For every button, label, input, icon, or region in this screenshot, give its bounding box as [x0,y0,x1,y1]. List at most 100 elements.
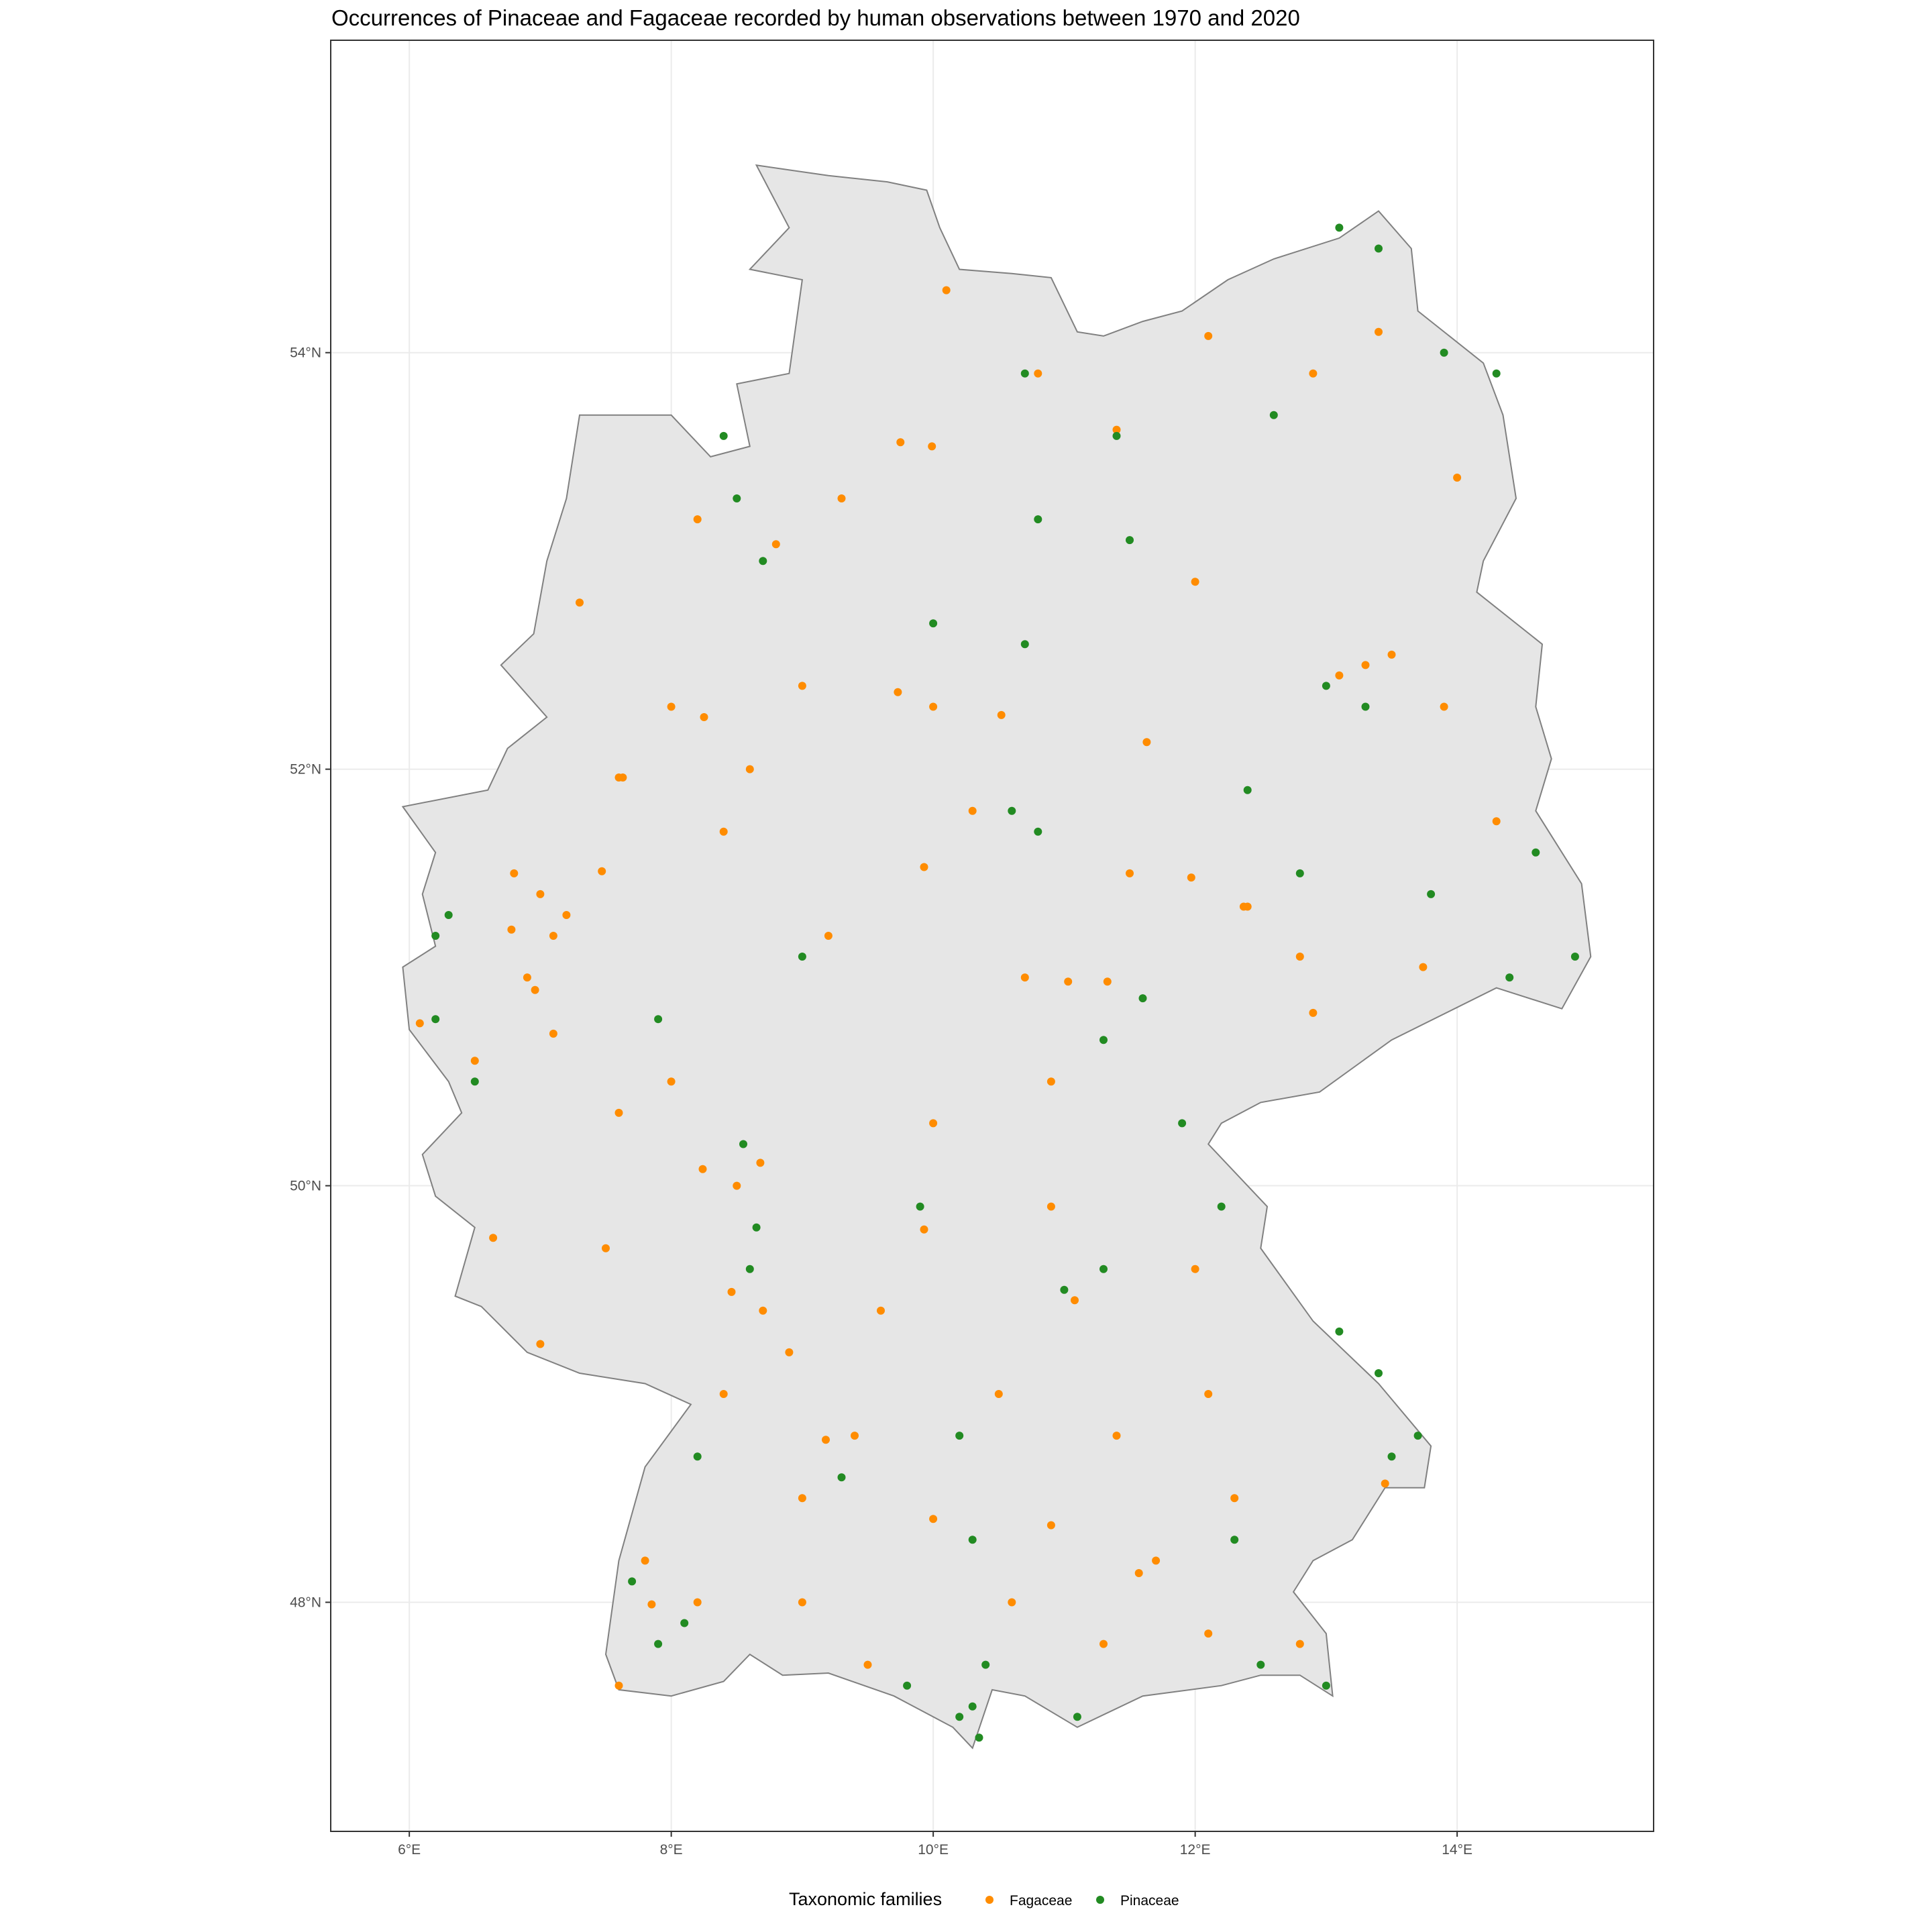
pinaceae-occurrence-point [903,1681,912,1690]
pinaceae-occurrence-point [759,557,767,566]
fagaceae-occurrence-point [700,713,708,721]
fagaceae-occurrence-point [1134,1569,1143,1577]
pinaceae-occurrence-point [1440,348,1448,357]
country-land [401,164,1592,1750]
fagaceae-occurrence-point [785,1348,794,1356]
fagaceae-occurrence-point [928,442,936,451]
fagaceae-occurrence-point [614,1681,623,1690]
pinaceae-occurrence-point [975,1733,983,1742]
fagaceae-occurrence-point [510,869,519,877]
fagaceae-occurrence-point [1361,661,1370,669]
y-tick-label: 48°N [290,1595,321,1610]
pinaceae-occurrence-point [1138,994,1147,1003]
legend-title: Taxonomic families [789,1889,942,1909]
fagaceae-occurrence-point [719,827,728,836]
pinaceae-occurrence-point [1413,1432,1422,1440]
fagaceae-occurrence-point [771,540,780,549]
pinaceae-occurrence-point [1375,1369,1383,1377]
x-tick-label: 8°E [660,1842,683,1858]
fagaceae-occurrence-point [997,710,1006,719]
fagaceae-occurrence-point [920,1225,928,1234]
fagaceae-occurrence-point [929,1515,938,1523]
fagaceae-occurrence-point [837,494,846,502]
fagaceae-occurrence-point [1046,1521,1055,1529]
fagaceae-occurrence-point [1191,578,1199,586]
pinaceae-occurrence-point [955,1432,964,1440]
fagaceae-occurrence-point [523,973,531,982]
pinaceae-occurrence-point [1112,431,1121,440]
pinaceae-occurrence-point [1335,1327,1344,1336]
pinaceae-occurrence-point [1387,1452,1396,1461]
fagaceae-occurrence-point [667,702,676,711]
fagaceae-occurrence-point [994,1390,1003,1398]
fagaceae-occurrence-point [733,1181,741,1190]
fagaceae-occurrence-point [470,1057,479,1065]
fagaceae-occurrence-point [1112,1432,1121,1440]
fagaceae-occurrence-point [1492,817,1501,826]
pinaceae-occurrence-point [1335,223,1344,232]
fagaceae-occurrence-point [1309,369,1318,378]
legend: Taxonomic families Fagaceae Pinaceae [789,1889,1179,1909]
fagaceae-occurrence-point [1034,369,1042,378]
pinaceae-occurrence-point [1099,1265,1108,1273]
pinaceae-occurrence-point [1217,1202,1226,1211]
pinaceae-occurrence-point [745,1265,754,1273]
pinaceae-occurrence-point [1532,848,1540,857]
pinaceae-occurrence-point [1178,1119,1187,1128]
fagaceae-occurrence-point [1103,977,1112,986]
fagaceae-occurrence-point [759,1306,767,1315]
fagaceae-occurrence-point [698,1165,707,1173]
pinaceae-occurrence-point [431,932,440,940]
pinaceae-occurrence-point [1034,827,1042,836]
fagaceae-occurrence-point [598,867,606,875]
fagaceae-occurrence-point [1453,474,1462,482]
fagaceae-occurrence-point [1309,1008,1318,1017]
y-tick-label: 54°N [290,345,321,361]
fagaceae-occurrence-point [549,932,557,940]
pinaceae-occurrence-point [1375,244,1383,253]
fagaceae-occurrence-point [1204,1390,1213,1398]
fagaceae-occurrence-point [1387,650,1396,659]
pinaceae-occurrence-point [431,1015,440,1024]
occurrence-points [415,223,1579,1742]
pinaceae-occurrence-point [680,1619,689,1627]
pinaceae-occurrence-point [1020,640,1029,649]
pinaceae-occurrence-point [739,1140,747,1148]
fagaceae-occurrence-point [602,1244,610,1252]
pinaceae-occurrence-point [719,431,728,440]
fagaceae-occurrence-point [1152,1556,1161,1565]
fagaceae-occurrence-point [1099,1640,1108,1648]
fagaceae-occurrence-point [614,1108,623,1117]
legend-key-pinaceae [1096,1896,1104,1904]
pinaceae-occurrence-point [1230,1536,1239,1544]
fagaceae-occurrence-point [415,1019,424,1028]
fagaceae-occurrence-point [1020,973,1029,982]
x-tick-label: 14°E [1442,1842,1472,1858]
fagaceae-occurrence-point [562,911,571,919]
fagaceae-occurrence-point [920,863,928,871]
pinaceae-occurrence-point [1570,953,1579,961]
fagaceae-occurrence-point [896,438,905,447]
pinaceae-occurrence-point [929,619,938,628]
fagaceae-occurrence-point [968,806,977,815]
fagaceae-occurrence-point [1295,1640,1304,1648]
fagaceae-occurrence-point [1142,738,1151,747]
fagaceae-occurrence-point [507,925,516,934]
fagaceae-occurrence-point [1112,425,1121,434]
pinaceae-occurrence-point [1492,369,1501,378]
fagaceae-occurrence-point [929,1119,938,1128]
pinaceae-occurrence-point [1099,1036,1108,1044]
fagaceae-occurrence-point [1071,1296,1079,1305]
pinaceae-occurrence-point [752,1223,761,1232]
pinaceae-occurrence-point [1427,890,1436,898]
pinaceae-occurrence-point [916,1202,924,1211]
pinaceae-occurrence-point [968,1536,977,1544]
pinaceae-occurrence-point [733,494,741,502]
fagaceae-occurrence-point [1187,873,1195,882]
fagaceae-occurrence-point [1191,1265,1199,1273]
pinaceae-occurrence-point [1322,1681,1330,1690]
fagaceae-occurrence-point [1204,331,1213,340]
fagaceae-occurrence-point [1239,902,1248,911]
y-tick-label: 50°N [290,1179,321,1194]
pinaceae-occurrence-point [981,1660,990,1669]
